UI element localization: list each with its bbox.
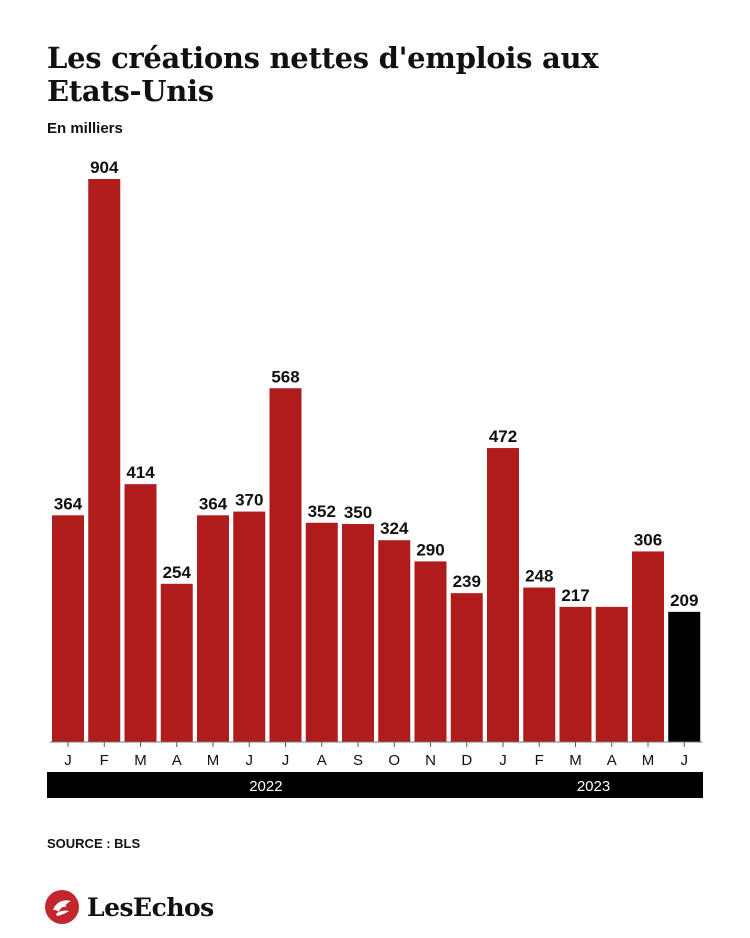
data-label: 248 [525, 567, 553, 586]
x-tick-label: F [535, 752, 544, 769]
bar [233, 511, 266, 742]
source-note: SOURCE : BLS [47, 836, 141, 851]
x-tick-label: N [425, 752, 436, 769]
x-tick-label: M [642, 752, 655, 769]
data-label: 414 [126, 463, 155, 482]
x-tick-label: J [681, 752, 689, 769]
x-tick-label: A [317, 752, 327, 769]
bar [52, 515, 84, 742]
bar [595, 606, 628, 742]
year-label: 2022 [249, 778, 282, 795]
lesechos-emblem-icon [45, 890, 79, 924]
x-tick-label: M [569, 752, 582, 769]
data-label: 217 [561, 586, 589, 605]
x-tick-label: A [172, 752, 182, 769]
data-label: 239 [453, 572, 481, 591]
bar [414, 561, 447, 742]
x-tick-label: D [461, 752, 472, 769]
data-label: 306 [634, 530, 662, 549]
data-label: 324 [380, 519, 409, 538]
data-label: 290 [416, 540, 444, 559]
x-tick-label: J [499, 752, 507, 769]
data-label: 350 [344, 503, 372, 522]
brand-name: LesEchos [87, 892, 214, 922]
bar [88, 179, 121, 742]
bar [487, 448, 519, 742]
year-band [47, 772, 485, 798]
bar [160, 583, 193, 742]
bar [450, 593, 483, 742]
brand-logo: LesEchos [45, 887, 214, 927]
bar [378, 540, 411, 742]
data-label: 904 [90, 158, 119, 177]
data-label: 209 [670, 591, 698, 610]
bar [124, 484, 157, 742]
data-label: 472 [489, 427, 517, 446]
data-label: 370 [235, 491, 263, 510]
bar [559, 606, 592, 742]
year-label: 2023 [577, 778, 610, 795]
data-label: 254 [163, 563, 192, 582]
data-label: 352 [308, 502, 336, 521]
x-tick-label: O [388, 752, 400, 769]
bar [342, 524, 374, 742]
x-tick-label: M [207, 752, 220, 769]
year-band [484, 772, 703, 798]
bar-chart: 364 J 904 F 414 M 254 A 364 M 370 J 568 J 352 A 350 S 324 O… [47, 158, 703, 798]
bar [305, 522, 338, 742]
x-tick-label: A [607, 752, 617, 769]
x-tick-label: M [134, 752, 147, 769]
chart-title: Les créations nettes d'emplois aux Etats… [47, 41, 599, 108]
bar [269, 388, 302, 742]
data-label: 364 [54, 494, 83, 513]
x-tick-label: J [64, 752, 72, 769]
x-tick-label: J [246, 752, 254, 769]
chart-subtitle: En milliers [47, 120, 123, 137]
bar [523, 587, 556, 742]
bar [668, 611, 701, 742]
data-label: 568 [271, 367, 299, 386]
bar [197, 515, 229, 742]
x-tick-label: S [353, 752, 363, 769]
bar [632, 551, 664, 742]
data-label: 364 [199, 494, 228, 513]
x-tick-label: F [100, 752, 109, 769]
x-tick-label: J [282, 752, 290, 769]
